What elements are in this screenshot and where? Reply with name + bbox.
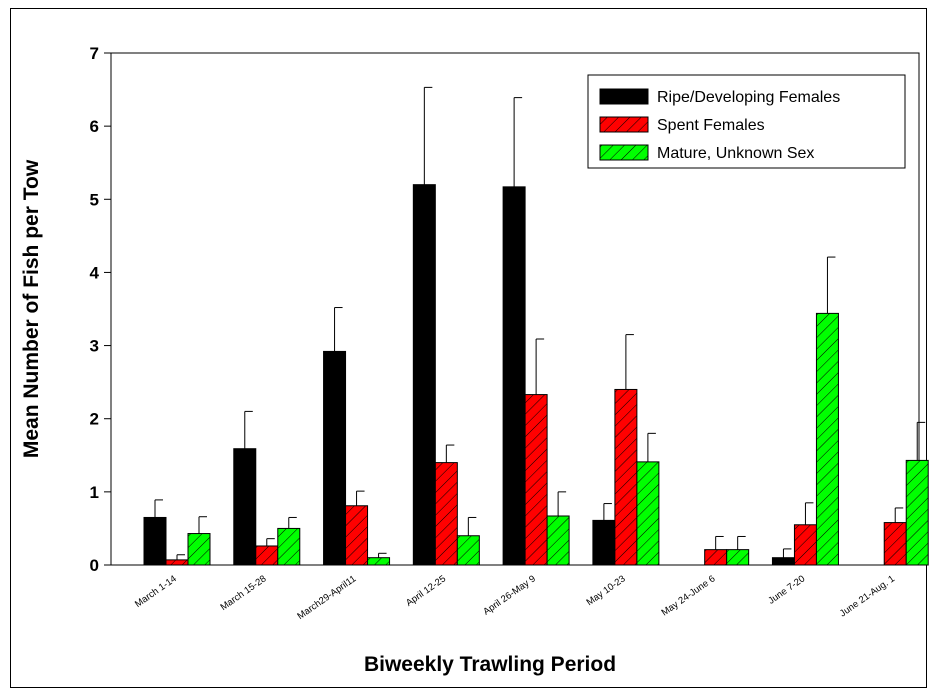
bar	[771, 557, 795, 566]
bar	[323, 350, 347, 566]
x-tick-label: March29-April11	[295, 573, 358, 622]
legend-label: Mature, Unknown Sex	[657, 145, 814, 162]
y-tick-label: 7	[90, 44, 99, 63]
legend-label: Spent Females	[657, 117, 765, 134]
legend-swatch	[599, 144, 649, 161]
bar	[456, 535, 480, 566]
legend-swatch	[599, 88, 649, 105]
y-tick-label: 6	[90, 117, 99, 136]
bar	[614, 388, 638, 566]
legend: Ripe/Developing Females Spent Females Matu…	[587, 74, 906, 169]
x-axis: March 1-14 March 15-28 March29-April11 Apri…	[133, 573, 897, 622]
bar	[502, 186, 526, 566]
bars	[143, 184, 929, 566]
bar	[793, 524, 817, 566]
x-tick-label: April 26-May 9	[481, 573, 537, 617]
y-tick-label: 0	[90, 556, 99, 575]
y-tick-label: 2	[90, 410, 99, 429]
bar	[434, 462, 458, 566]
y-tick-label: 5	[90, 190, 99, 209]
x-tick-label: June 7-20	[766, 573, 807, 606]
bar	[546, 515, 570, 566]
bar	[726, 549, 750, 566]
bar	[277, 527, 301, 566]
bar	[367, 557, 391, 566]
y-axis-title: Mean Number of Fish per Tow	[20, 159, 43, 458]
bar	[524, 394, 548, 566]
bar	[345, 505, 369, 566]
bar	[815, 312, 839, 566]
bar	[165, 559, 189, 566]
bar	[636, 461, 660, 566]
bar	[233, 448, 257, 566]
legend-swatch	[599, 116, 649, 133]
y-tick-label: 3	[90, 337, 99, 356]
bar	[704, 549, 728, 566]
bar	[255, 545, 279, 566]
y-tick-label: 4	[90, 263, 100, 282]
x-tick-label: June 21-Aug. 1	[838, 573, 897, 619]
x-tick-label: April 12-25	[404, 573, 448, 608]
x-axis-title: Biweekly Trawling Period	[364, 653, 616, 676]
legend-label: Ripe/Developing Females	[657, 89, 840, 106]
bar	[187, 533, 211, 566]
bar	[143, 516, 167, 566]
bar	[883, 522, 907, 566]
y-axis: 0 1 2 3 4 5 6 7	[90, 44, 111, 575]
bar	[905, 459, 929, 566]
x-tick-label: May 24-June 6	[660, 573, 718, 618]
x-tick-label: March 1-14	[133, 573, 179, 610]
x-tick-label: May 10-23	[585, 573, 628, 608]
bar	[592, 519, 616, 566]
bar	[412, 184, 436, 566]
y-tick-label: 1	[90, 483, 99, 502]
error-bars	[154, 86, 926, 560]
x-tick-label: March 15-28	[218, 573, 268, 613]
